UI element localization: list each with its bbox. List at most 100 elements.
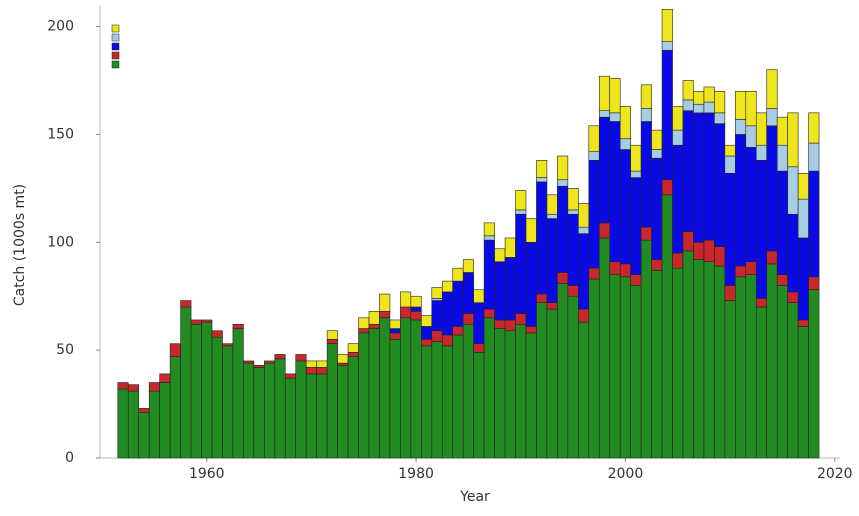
bar-segment [400, 317, 412, 459]
bar-segment [222, 345, 234, 459]
bar-segment [651, 259, 663, 271]
bar-segment [651, 157, 663, 260]
bar-segment [630, 285, 642, 459]
bar-segment [253, 367, 265, 459]
bar-segment [358, 328, 370, 334]
bar-segment [190, 319, 202, 325]
bar-segment [557, 185, 569, 273]
bar-segment [295, 360, 307, 459]
bar-segment [389, 339, 401, 459]
legend-swatch [111, 24, 120, 33]
bar-segment [776, 274, 788, 286]
bar-segment [473, 302, 485, 344]
bar-segment [284, 373, 297, 379]
bar-segment [672, 106, 684, 131]
bar-segment [651, 149, 663, 159]
bar-segment [483, 222, 495, 237]
bar-segment [264, 362, 276, 459]
bar-segment [630, 177, 642, 275]
bar-segment [693, 112, 705, 243]
bar-segment [651, 270, 663, 459]
bar-segment [630, 170, 642, 178]
bar-segment [421, 345, 433, 459]
x-tick-label: 1980 [398, 466, 434, 482]
bar-segment [808, 170, 820, 278]
legend-swatch [111, 60, 120, 69]
bar-segment [232, 323, 244, 329]
y-tick-label: 100 [47, 234, 74, 250]
bar-segment [776, 116, 788, 146]
bar-segment [776, 170, 788, 275]
bar-segment [630, 144, 642, 172]
bar-segment [316, 360, 328, 368]
bar-segment [180, 300, 192, 308]
bar-segment [693, 90, 705, 105]
bar-segment [672, 267, 684, 459]
bar-segment [148, 390, 160, 459]
bar-segment [776, 144, 788, 172]
bar-segment [379, 317, 391, 459]
bar-segment [316, 367, 328, 375]
bar-segment [661, 9, 673, 42]
bar-segment [483, 235, 495, 241]
x-tick-label: 2000 [608, 466, 644, 482]
y-tick-label: 150 [47, 126, 74, 142]
bar-segment [536, 181, 548, 295]
bar-segment [588, 267, 600, 280]
bar-segment [473, 351, 485, 459]
bar-segment [452, 326, 464, 336]
bar-segment [169, 356, 181, 459]
bar-segment [567, 209, 579, 215]
bar-segment [755, 112, 768, 146]
bar-segment [745, 274, 757, 459]
bar-segment [703, 101, 715, 114]
bar-segment [410, 319, 422, 459]
bar-segment [389, 319, 401, 329]
bar-segment [379, 311, 391, 319]
bar-segment [567, 285, 579, 297]
bar-segment [703, 112, 715, 241]
bar-segment [557, 179, 569, 187]
bar-segment [546, 308, 558, 459]
bar-segment [473, 343, 485, 353]
bar-segment [703, 261, 715, 459]
x-tick-label: 1960 [189, 466, 225, 482]
bar-segment [127, 390, 140, 459]
bar-segment [619, 149, 631, 265]
bar-segment [787, 112, 799, 168]
bar-segment [347, 356, 359, 459]
bar-segment [504, 257, 516, 321]
bar-segment [693, 259, 705, 459]
bar-segment [410, 295, 422, 308]
bar-segment [494, 248, 506, 262]
bar-segment [672, 252, 684, 269]
bar-segment [787, 166, 799, 215]
legend-swatch [111, 42, 120, 51]
bar-segment [797, 319, 809, 327]
bar-segment [703, 86, 715, 103]
x-axis-label: Year [459, 489, 490, 505]
bar-segment [274, 354, 286, 360]
y-tick-label: 0 [65, 450, 74, 466]
bar-segment [368, 311, 380, 325]
bar-segment [431, 330, 443, 342]
bar-segment [159, 382, 171, 459]
bar-segment [693, 241, 705, 260]
bar-segment [211, 336, 223, 459]
bar-segment [735, 90, 747, 120]
bar-segment [682, 80, 694, 101]
bar-segment [619, 106, 631, 140]
bar-segment [640, 226, 652, 241]
bar-segment [400, 306, 412, 319]
bar-segment [797, 326, 809, 459]
bar-segment [295, 354, 307, 362]
bar-segment [724, 285, 736, 301]
bar-segment [661, 179, 673, 196]
bar-segment [138, 412, 150, 459]
bar-segment [714, 123, 726, 247]
bar-segment [588, 151, 600, 161]
bar-segment [525, 326, 537, 334]
bar-segment [787, 291, 799, 303]
bar-segment [515, 313, 527, 325]
bar-segment [243, 360, 255, 364]
